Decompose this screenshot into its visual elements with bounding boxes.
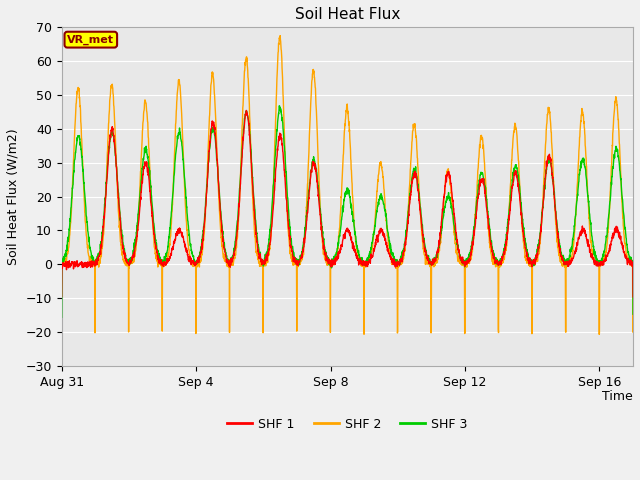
Y-axis label: Soil Heat Flux (W/m2): Soil Heat Flux (W/m2): [7, 128, 20, 265]
Legend: SHF 1, SHF 2, SHF 3: SHF 1, SHF 2, SHF 3: [222, 413, 472, 436]
Text: VR_met: VR_met: [67, 35, 115, 45]
Text: Time: Time: [602, 390, 633, 403]
Title: Soil Heat Flux: Soil Heat Flux: [294, 7, 400, 22]
